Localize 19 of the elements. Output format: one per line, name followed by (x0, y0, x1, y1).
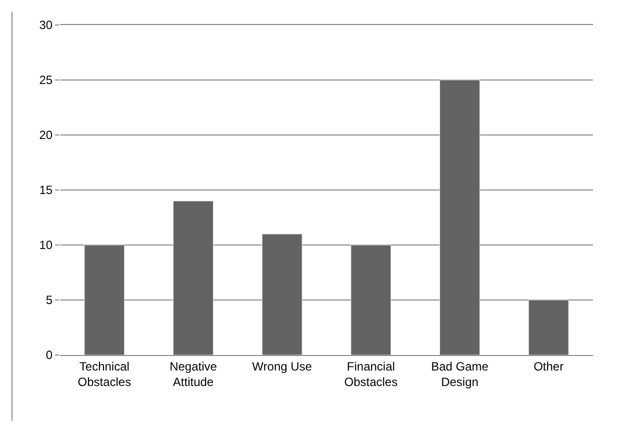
x-tick-label: Other (534, 359, 564, 374)
bar (84, 244, 125, 355)
bar (262, 234, 302, 355)
y-tick-label: 20 (39, 128, 53, 142)
x-tick-label: Bad Game Design (431, 359, 489, 389)
y-tick-label: 5 (46, 293, 53, 308)
bar (173, 200, 214, 355)
x-tick-label: Technical Obstacles (78, 359, 132, 389)
y-tick-label: 25 (39, 73, 53, 88)
x-tick-label: Negative Attitude (170, 359, 218, 389)
y-tick-label: 10 (39, 238, 53, 252)
bar (350, 244, 392, 355)
y-tick-label: 30 (39, 18, 53, 32)
x-tick-label: Financial Obstacles (344, 359, 398, 389)
bar (440, 80, 480, 355)
bar (528, 300, 569, 355)
y-tick-label: 15 (39, 183, 53, 198)
y-tick-label: 0 (46, 348, 53, 362)
x-tick-label: Wrong Use (252, 359, 312, 374)
